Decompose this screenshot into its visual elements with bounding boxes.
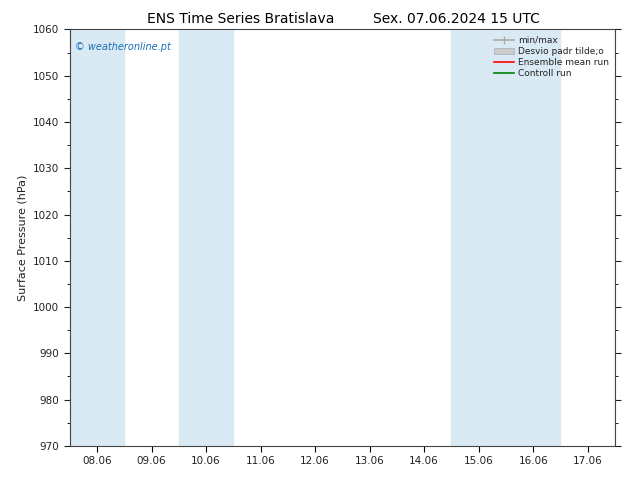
Bar bbox=[179, 29, 233, 446]
Bar bbox=[615, 29, 634, 446]
Text: © weatheronline.pt: © weatheronline.pt bbox=[75, 42, 171, 52]
Bar bbox=[451, 29, 506, 446]
Text: ENS Time Series Bratislava: ENS Time Series Bratislava bbox=[147, 12, 335, 26]
Bar bbox=[70, 29, 124, 446]
Y-axis label: Surface Pressure (hPa): Surface Pressure (hPa) bbox=[18, 174, 27, 301]
Legend: min/max, Desvio padr tilde;o, Ensemble mean run, Controll run: min/max, Desvio padr tilde;o, Ensemble m… bbox=[491, 32, 612, 82]
Bar bbox=[506, 29, 560, 446]
Text: Sex. 07.06.2024 15 UTC: Sex. 07.06.2024 15 UTC bbox=[373, 12, 540, 26]
